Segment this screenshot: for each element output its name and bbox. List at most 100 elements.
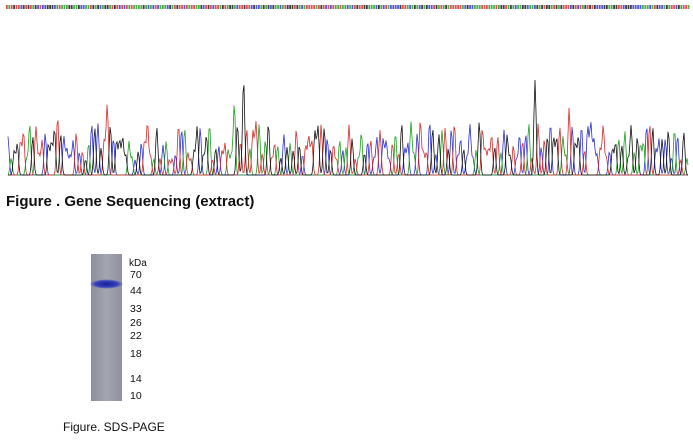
- sequence-mark: [157, 5, 159, 9]
- sequence-mark: [337, 5, 339, 9]
- marker-label: 22: [130, 330, 142, 342]
- sequence-mark: [634, 5, 637, 9]
- sequence-mark: [442, 5, 445, 9]
- sequence-mark: [438, 5, 440, 9]
- sequence-mark: [126, 5, 128, 9]
- sequence-mark: [565, 5, 567, 9]
- marker-label: 14: [130, 373, 142, 385]
- sequence-mark: [661, 5, 663, 9]
- sequence-mark: [44, 5, 47, 9]
- sequence-mark: [106, 5, 109, 9]
- sequence-mark: [178, 5, 181, 9]
- sequence-mark: [63, 5, 66, 9]
- sequence-mark: [411, 5, 414, 9]
- sequence-mark: [224, 5, 227, 9]
- sequence-mark: [622, 5, 625, 9]
- sequence-mark: [668, 5, 671, 9]
- sequence-mark: [490, 5, 493, 9]
- sequence-mark: [656, 5, 659, 9]
- sequence-mark: [8, 5, 11, 9]
- sequence-mark: [58, 5, 61, 9]
- sequence-mark: [171, 5, 174, 9]
- sequence-mark: [538, 5, 541, 9]
- figure-caption: Figure . Gene Sequencing (extract): [6, 193, 254, 210]
- sequence-mark: [562, 5, 565, 9]
- trace: [8, 79, 689, 176]
- sequence-mark: [248, 5, 251, 9]
- sequence-mark: [440, 5, 443, 9]
- sequence-mark: [289, 5, 291, 9]
- sequence-mark: [536, 5, 539, 9]
- sequence-mark: [651, 5, 654, 9]
- sequence-mark: [368, 5, 371, 9]
- sequence-mark: [572, 5, 575, 9]
- sequence-mark: [474, 5, 476, 9]
- sequence-mark: [375, 5, 378, 9]
- sequence-mark: [118, 5, 121, 9]
- sequence-mark: [675, 5, 678, 9]
- sequence-mark: [591, 5, 594, 9]
- sequence-mark: [390, 5, 392, 9]
- sequence-mark: [342, 5, 344, 9]
- sequence-mark: [236, 5, 239, 9]
- sequence-mark: [243, 5, 246, 9]
- sequence-mark: [558, 5, 560, 9]
- sequence-mark: [241, 5, 243, 9]
- sequence-mark: [274, 5, 277, 9]
- marker-label: 44: [130, 285, 142, 297]
- gel-band: [90, 279, 123, 289]
- sequence-mark: [111, 5, 114, 9]
- sequence-mark: [512, 5, 515, 9]
- sequence-mark: [140, 5, 143, 9]
- sequence-mark: [687, 5, 690, 9]
- sequence-mark: [642, 5, 644, 9]
- sequence-mark: [555, 5, 558, 9]
- sequence-mark: [546, 5, 548, 9]
- sequence-mark: [409, 5, 411, 9]
- sequence-mark: [291, 5, 294, 9]
- sequence-mark: [620, 5, 623, 9]
- sequence-mark: [584, 5, 587, 9]
- sequence-mark: [330, 5, 332, 9]
- sequence-mark: [327, 5, 330, 9]
- sequence-mark: [102, 5, 104, 9]
- sequence-mark: [250, 5, 253, 9]
- sequence-mark: [678, 5, 680, 9]
- sequence-mark: [320, 5, 323, 9]
- sequence-mark: [606, 5, 608, 9]
- sequence-mark: [210, 5, 212, 9]
- sequence-mark: [310, 5, 313, 9]
- sequence-mark: [123, 5, 126, 9]
- sequence-mark: [90, 5, 92, 9]
- sequence-mark: [56, 5, 59, 9]
- sequence-mark: [214, 5, 217, 9]
- sequence-mark: [507, 5, 510, 9]
- sequence-mark: [6, 5, 8, 9]
- sequence-mark: [644, 5, 647, 9]
- sequence-mark: [46, 5, 49, 9]
- sequence-mark: [193, 5, 195, 9]
- sequence-mark: [598, 5, 601, 9]
- sequence-mark: [87, 5, 90, 9]
- sequence-mark: [306, 5, 308, 9]
- sequence-mark: [198, 5, 200, 9]
- sequence-mark: [356, 5, 359, 9]
- sequence-mark: [550, 5, 553, 9]
- sequence-mark: [447, 5, 450, 9]
- sequence-mark: [649, 5, 651, 9]
- sequence-mark: [260, 5, 263, 9]
- sequence-mark: [363, 5, 366, 9]
- marker-label: 26: [130, 317, 142, 329]
- sequence-mark: [452, 5, 455, 9]
- sequence-mark: [82, 5, 85, 9]
- marker-label: 10: [130, 390, 142, 402]
- sequence-mark: [176, 5, 179, 9]
- sequence-mark: [670, 5, 673, 9]
- sequence-mark: [685, 5, 687, 9]
- sequence-mark: [121, 5, 123, 9]
- sequence-mark: [370, 5, 373, 9]
- sequence-mark: [426, 5, 428, 9]
- sequence-mark: [663, 5, 666, 9]
- sequence-mark: [286, 5, 289, 9]
